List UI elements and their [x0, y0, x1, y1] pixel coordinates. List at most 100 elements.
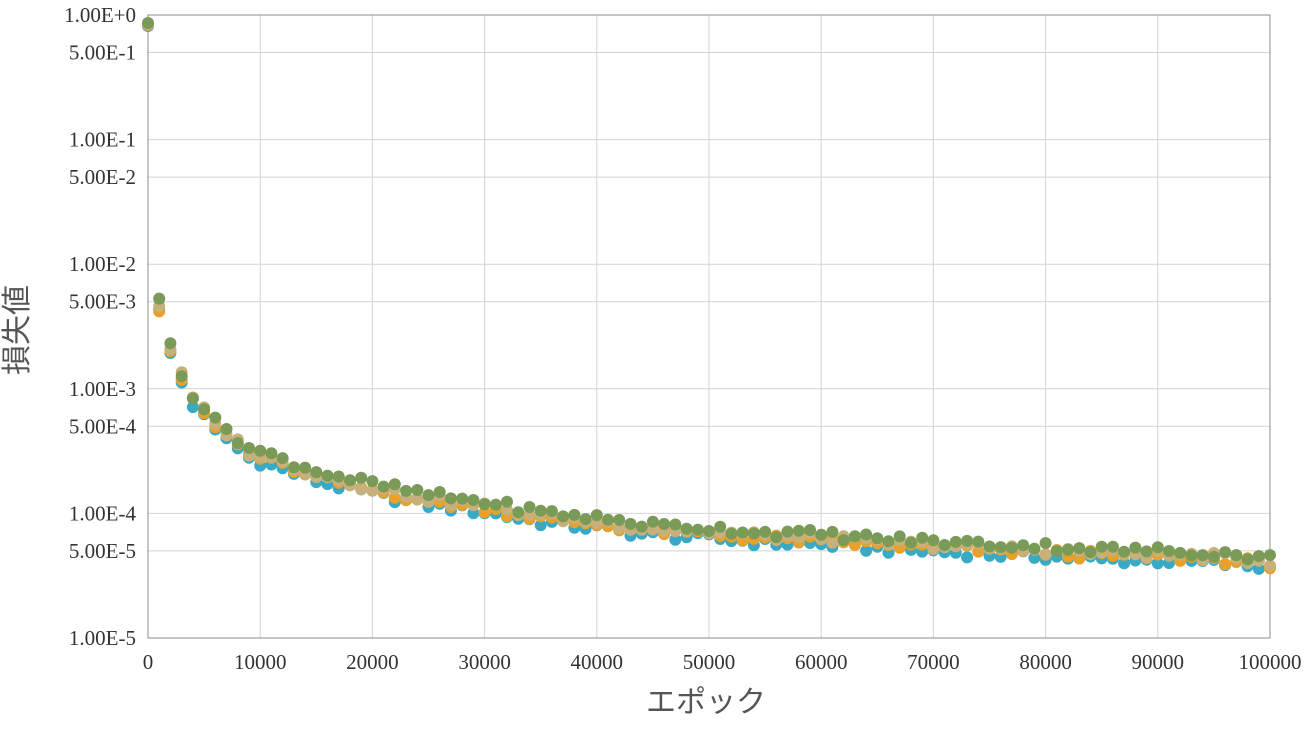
data-point [635, 520, 648, 533]
x-tick-labels: 0 10000 20000 30000 40000 50000 60000 70000 8000… [143, 650, 1302, 674]
data-point [411, 493, 424, 506]
data-point [646, 515, 659, 528]
data-point [489, 498, 502, 511]
data-point [175, 370, 188, 383]
y-tick-label: 5.00E-2 [69, 165, 136, 189]
x-tick-label: 90000 [1132, 650, 1185, 674]
data-point [512, 506, 525, 519]
data-point [658, 518, 671, 530]
data-point [927, 534, 940, 547]
data-point [669, 533, 682, 546]
data-point [972, 535, 985, 548]
y-tick-label: 5.00E-4 [69, 414, 137, 438]
data-point [848, 530, 861, 543]
x-tick-label: 70000 [907, 650, 960, 674]
data-point [1241, 553, 1254, 566]
data-point [792, 524, 805, 537]
y-axis-title: 損失値 [0, 285, 35, 375]
data-point [837, 534, 850, 547]
data-point [916, 531, 929, 544]
x-tick-label: 40000 [571, 650, 624, 674]
data-point [1219, 558, 1232, 571]
data-point [377, 480, 390, 493]
data-point [905, 536, 917, 549]
data-point [1252, 550, 1265, 563]
data-point [759, 525, 772, 538]
data-point [422, 489, 435, 502]
data-point [198, 403, 211, 416]
data-point [736, 526, 749, 539]
data-point [243, 442, 255, 454]
data-point [1151, 541, 1164, 554]
data-point [355, 471, 368, 484]
data-point [848, 539, 861, 551]
data-point [400, 484, 413, 497]
data-point [186, 392, 199, 405]
x-tick-label: 60000 [795, 650, 848, 674]
data-point [209, 411, 222, 424]
data-point [770, 531, 783, 544]
data-point [725, 527, 738, 540]
data-point [557, 510, 570, 523]
data-point [444, 492, 457, 505]
data-point [1118, 557, 1131, 570]
data-point [254, 444, 267, 457]
data-point [299, 461, 312, 474]
data-point [366, 475, 379, 488]
data-point [433, 486, 446, 498]
x-tick-label: 30000 [458, 650, 511, 674]
data-point [1174, 546, 1187, 559]
x-tick-label: 100000 [1239, 650, 1302, 674]
data-point [804, 524, 816, 536]
data-point [691, 523, 704, 536]
data-point [1050, 545, 1063, 558]
data-point [860, 528, 873, 541]
data-point [1264, 549, 1276, 562]
data-point [882, 535, 895, 548]
data-point [344, 474, 356, 487]
x-tick-label: 80000 [1019, 650, 1072, 674]
data-point [355, 483, 368, 496]
data-point [1118, 545, 1131, 558]
data-point [164, 337, 177, 350]
data-point [142, 17, 154, 29]
data-point [568, 508, 581, 521]
y-tick-label: 1.00E-4 [69, 501, 137, 525]
y-tick-label: 1.00E-1 [69, 128, 136, 152]
data-point [1062, 543, 1074, 556]
data-point [265, 447, 278, 460]
data-point [287, 461, 300, 474]
data-point [1039, 548, 1052, 561]
data-point [231, 437, 244, 449]
data-point [1163, 545, 1175, 557]
data-point [1017, 539, 1030, 552]
data-point [893, 530, 906, 543]
data-point [590, 509, 603, 522]
data-point [703, 525, 715, 537]
data-point [669, 518, 682, 531]
data-point [1005, 541, 1018, 554]
data-point [949, 535, 962, 548]
data-point [680, 522, 693, 535]
y-tick-label: 1.00E-5 [69, 626, 136, 650]
y-tick-label: 1.00E-2 [69, 252, 136, 276]
data-point [1106, 540, 1119, 553]
y-tick-label: 5.00E-3 [69, 290, 136, 314]
data-point [815, 528, 828, 541]
data-point [602, 513, 614, 526]
data-point [1140, 545, 1153, 558]
data-point [366, 484, 379, 497]
data-point [994, 541, 1007, 554]
data-point [871, 532, 884, 545]
data-point [747, 527, 760, 540]
data-point [1252, 562, 1265, 575]
x-axis-title: エポック [646, 685, 766, 720]
data-point [388, 478, 401, 491]
data-point [579, 513, 592, 526]
data-point [1185, 549, 1198, 562]
data-point [1151, 557, 1164, 570]
data-point [534, 504, 547, 517]
data-point [1028, 542, 1041, 555]
data-point [938, 539, 951, 551]
data-point [714, 520, 727, 533]
